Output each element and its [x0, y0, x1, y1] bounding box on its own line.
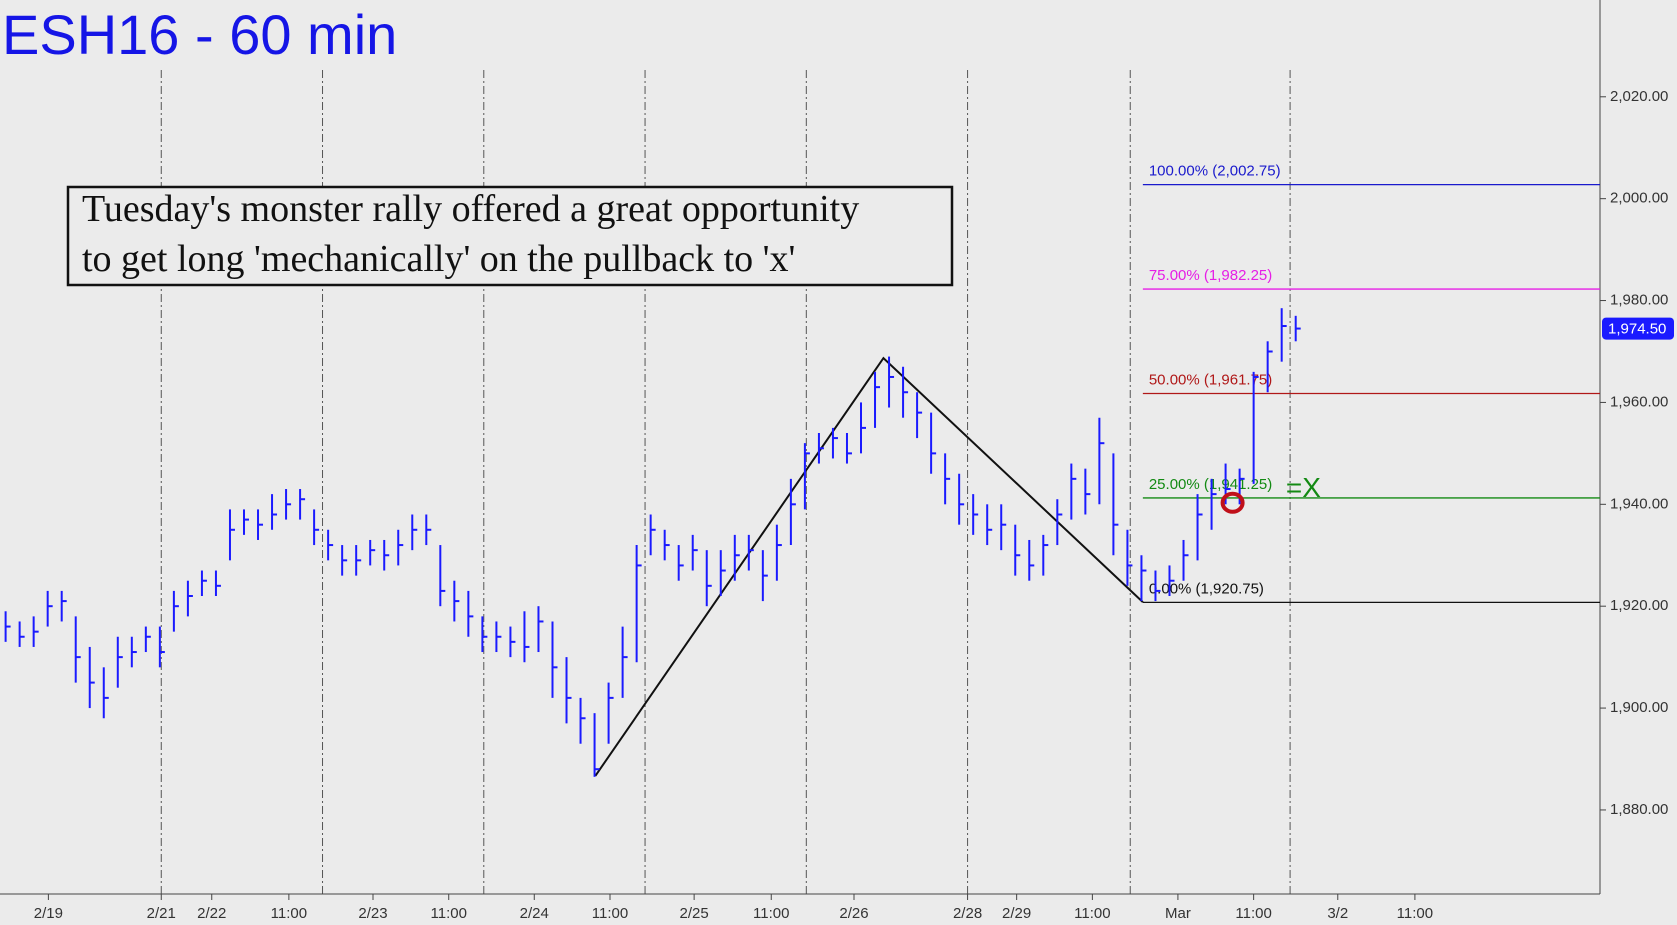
y-tick-label: 1,920.00 — [1610, 597, 1668, 614]
x-tick-label: 2/26 — [839, 905, 868, 922]
entry-label: =X — [1286, 472, 1321, 503]
x-tick-label: 2/22 — [197, 905, 226, 922]
x-tick-label: 11:00 — [753, 905, 789, 922]
x-tick-label: 2/28 — [953, 905, 982, 922]
annotation-box — [66, 185, 954, 287]
x-tick-label: 11:00 — [1235, 905, 1271, 922]
y-tick-label: 1,940.00 — [1610, 495, 1668, 512]
x-tick-label: 2/24 — [520, 905, 549, 922]
fib-label: 50.00% (1,961.75) — [1149, 372, 1272, 389]
fib-label: 100.00% (2,002.75) — [1149, 163, 1281, 180]
x-tick-label: 11:00 — [431, 905, 467, 922]
y-tick-label: 1,880.00 — [1610, 801, 1668, 818]
x-tick-label: 2/19 — [34, 905, 63, 922]
last-price-box — [1602, 317, 1674, 340]
entry-marker — [1220, 491, 1245, 514]
annotation-text: Tuesday's monster rally offered a great … — [82, 188, 859, 230]
x-tick-label: Mar — [1165, 905, 1191, 922]
x-tick-label: 11:00 — [1074, 905, 1110, 922]
x-tick-label: 11:00 — [1397, 905, 1433, 922]
last-price-label: 1,974.50 — [1608, 321, 1666, 338]
y-tick-label: 2,020.00 — [1610, 88, 1668, 105]
y-tick-label: 1,900.00 — [1610, 699, 1668, 716]
x-tick-label: 2/23 — [358, 905, 387, 922]
x-tick-label: 2/29 — [1002, 905, 1031, 922]
fib-label: 0.00% (1,920.75) — [1149, 580, 1264, 597]
x-tick-label: 11:00 — [592, 905, 628, 922]
y-tick-label: 2,000.00 — [1610, 190, 1668, 207]
x-tick-label: 2/21 — [147, 905, 176, 922]
annotation-text: to get long 'mechanically' on the pullba… — [82, 238, 795, 280]
x-tick-label: 3/2 — [1327, 905, 1348, 922]
y-tick-label: 1,980.00 — [1610, 292, 1668, 309]
fib-label: 75.00% (1,982.25) — [1149, 267, 1272, 284]
chart-title: ESH16 - 60 min — [2, 3, 397, 66]
y-tick-label: 1,960.00 — [1610, 393, 1668, 410]
x-tick-label: 11:00 — [271, 905, 307, 922]
x-tick-label: 2/25 — [680, 905, 709, 922]
